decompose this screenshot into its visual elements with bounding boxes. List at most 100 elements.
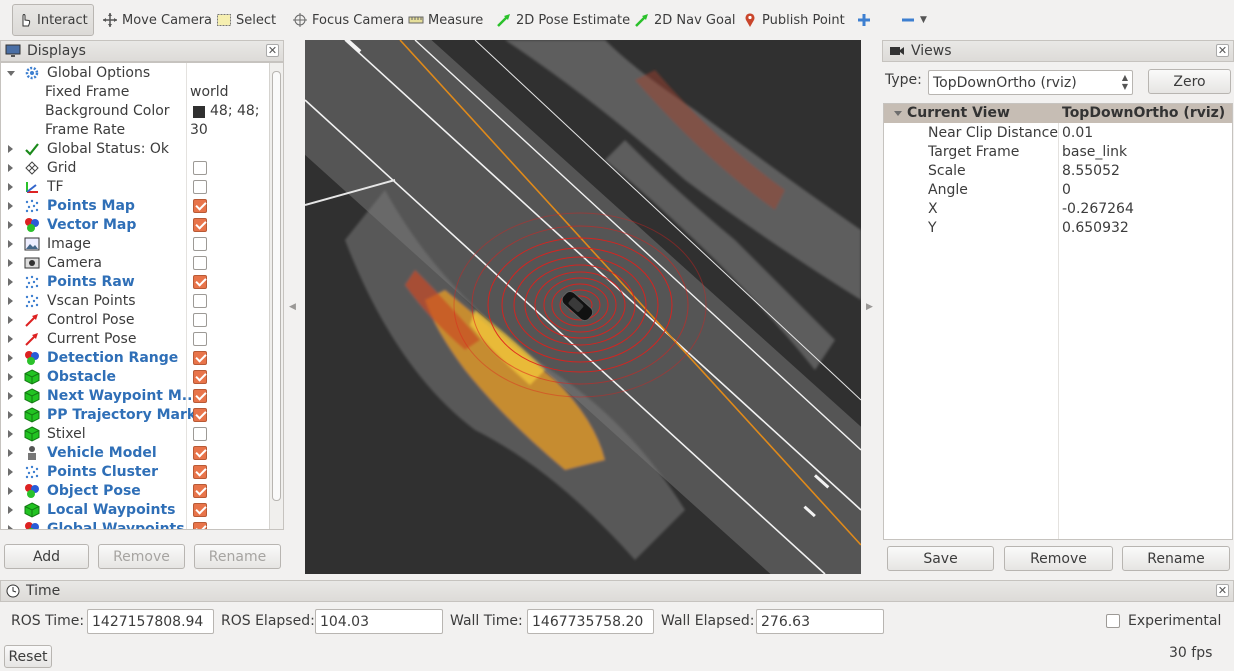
enable-checkbox[interactable]	[193, 522, 207, 529]
expand-arrow-icon[interactable]	[8, 240, 13, 248]
wall-time-field[interactable]: 1467735758.20	[527, 609, 654, 634]
expand-arrow-icon[interactable]	[8, 487, 13, 495]
expand-arrow-icon[interactable]	[7, 71, 15, 76]
view-prop-row[interactable]: Y 0.650932	[884, 219, 1232, 238]
pose-estimate-tool-button[interactable]: 2D Pose Estimate	[492, 4, 634, 36]
zero-view-button[interactable]: Zero	[1148, 69, 1231, 94]
ros-elapsed-field[interactable]: 104.03	[315, 609, 443, 634]
display-row-points-raw[interactable]: Points Raw	[1, 273, 283, 292]
expand-arrow-icon[interactable]	[8, 354, 13, 362]
render-viewport[interactable]	[305, 40, 861, 574]
enable-checkbox[interactable]	[193, 484, 207, 498]
expand-arrow-icon[interactable]	[8, 183, 13, 191]
display-row-tf[interactable]: TF	[1, 178, 283, 197]
expand-arrow-icon[interactable]	[8, 221, 13, 229]
remove-display-button[interactable]: Remove	[98, 544, 185, 569]
view-prop-value[interactable]: 0	[1062, 182, 1071, 198]
view-prop-value[interactable]: 0.01	[1062, 125, 1094, 141]
ros-time-field[interactable]: 1427157808.94	[87, 609, 214, 634]
expand-arrow-icon[interactable]	[8, 297, 13, 305]
enable-checkbox[interactable]	[193, 199, 207, 213]
nav-goal-tool-button[interactable]: 2D Nav Goal	[630, 4, 740, 36]
expand-arrow-icon[interactable]	[8, 335, 13, 343]
expand-arrow-icon[interactable]	[8, 392, 13, 400]
enable-checkbox[interactable]	[193, 294, 207, 308]
expand-arrow-icon[interactable]	[8, 373, 13, 381]
display-row-pp-trajectory-mark[interactable]: PP Trajectory Mark	[1, 406, 283, 425]
color-swatch[interactable]	[193, 106, 205, 118]
property-value[interactable]: 30	[190, 122, 208, 138]
close-icon[interactable]: ✕	[1216, 584, 1229, 597]
expand-arrow-icon[interactable]	[8, 164, 13, 172]
display-row-vector-map[interactable]: Vector Map	[1, 216, 283, 235]
enable-checkbox[interactable]	[193, 503, 207, 517]
add-display-button[interactable]: Add	[4, 544, 89, 569]
enable-checkbox[interactable]	[193, 180, 207, 194]
remove-view-button[interactable]: Remove	[1004, 546, 1113, 571]
move-camera-tool-button[interactable]: Move Camera	[98, 4, 216, 36]
display-row-detection-range[interactable]: Detection Range	[1, 349, 283, 368]
display-row-control-pose[interactable]: Control Pose	[1, 311, 283, 330]
expand-arrow-icon[interactable]	[8, 506, 13, 514]
enable-checkbox[interactable]	[193, 256, 207, 270]
display-row-frame-rate[interactable]: Frame Rate 30	[1, 121, 283, 140]
enable-checkbox[interactable]	[193, 351, 207, 365]
view-prop-row[interactable]: Target Frame base_link	[884, 143, 1232, 162]
view-prop-row[interactable]: X -0.267264	[884, 200, 1232, 219]
focus-camera-tool-button[interactable]: Focus Camera	[288, 4, 408, 36]
right-collapse-handle[interactable]: ▶	[866, 302, 873, 312]
enable-checkbox[interactable]	[193, 332, 207, 346]
display-row-current-pose[interactable]: Current Pose	[1, 330, 283, 349]
display-row-local-waypoints[interactable]: Local Waypoints	[1, 501, 283, 520]
enable-checkbox[interactable]	[193, 313, 207, 327]
display-row-grid[interactable]: Grid	[1, 159, 283, 178]
rename-display-button[interactable]: Rename	[194, 544, 281, 569]
display-row-stixel[interactable]: Stixel	[1, 425, 283, 444]
display-row-points-cluster[interactable]: Points Cluster	[1, 463, 283, 482]
display-row-background-color[interactable]: Background Color 48; 48;	[1, 102, 283, 121]
enable-checkbox[interactable]	[193, 218, 207, 232]
expand-arrow-icon[interactable]	[8, 449, 13, 457]
interact-tool-button[interactable]: Interact	[12, 4, 94, 36]
enable-checkbox[interactable]	[193, 389, 207, 403]
expand-arrow-icon[interactable]	[8, 145, 13, 153]
view-prop-value[interactable]: 8.55052	[1062, 163, 1120, 179]
display-row-next-waypoint-m[interactable]: Next Waypoint M...	[1, 387, 283, 406]
enable-checkbox[interactable]	[193, 446, 207, 460]
display-row-camera[interactable]: Camera	[1, 254, 283, 273]
enable-checkbox[interactable]	[193, 465, 207, 479]
enable-checkbox[interactable]	[193, 161, 207, 175]
publish-point-tool-button[interactable]: Publish Point	[738, 4, 849, 36]
expand-arrow-icon[interactable]	[894, 111, 902, 116]
scrollbar-thumb[interactable]	[272, 71, 281, 501]
displays-scrollbar[interactable]	[269, 63, 283, 529]
display-row-vehicle-model[interactable]: Vehicle Model	[1, 444, 283, 463]
rename-view-button[interactable]: Rename	[1122, 546, 1230, 571]
expand-arrow-icon[interactable]	[8, 278, 13, 286]
save-view-button[interactable]: Save	[887, 546, 994, 571]
expand-arrow-icon[interactable]	[8, 430, 13, 438]
expand-arrow-icon[interactable]	[8, 411, 13, 419]
view-prop-row[interactable]: Scale 8.55052	[884, 162, 1232, 181]
view-type-select[interactable]: TopDownOrtho (rviz) ▲ ▼	[928, 70, 1133, 95]
enable-checkbox[interactable]	[193, 427, 207, 441]
property-value[interactable]: world	[190, 84, 229, 100]
expand-arrow-icon[interactable]	[8, 468, 13, 476]
display-row-global-options[interactable]: Global Options	[1, 64, 283, 83]
display-row-fixed-frame[interactable]: Fixed Frame world	[1, 83, 283, 102]
expand-arrow-icon[interactable]	[8, 316, 13, 324]
reset-button[interactable]: Reset	[4, 645, 52, 668]
close-icon[interactable]: ✕	[1216, 44, 1229, 57]
left-collapse-handle[interactable]: ◀	[289, 302, 296, 312]
view-prop-value[interactable]: -0.267264	[1062, 201, 1134, 217]
view-prop-row[interactable]: Near Clip Distance 0.01	[884, 124, 1232, 143]
view-prop-value[interactable]: base_link	[1062, 144, 1128, 160]
enable-checkbox[interactable]	[193, 275, 207, 289]
experimental-checkbox[interactable]	[1106, 614, 1120, 628]
display-row-object-pose[interactable]: Object Pose	[1, 482, 283, 501]
expand-arrow-icon[interactable]	[8, 202, 13, 210]
select-tool-button[interactable]: Select	[212, 4, 280, 36]
close-icon[interactable]: ✕	[266, 44, 279, 57]
display-row-obstacle[interactable]: Obstacle	[1, 368, 283, 387]
property-value[interactable]: 48; 48;	[210, 103, 260, 119]
